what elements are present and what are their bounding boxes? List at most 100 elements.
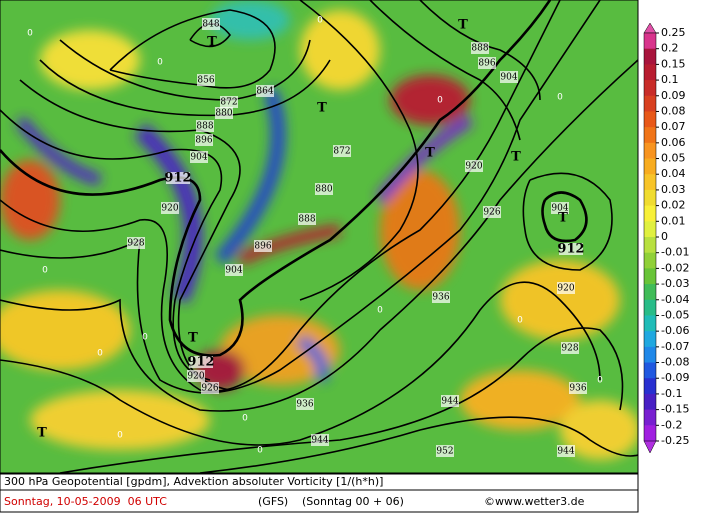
zero-label: 0 (242, 414, 248, 424)
colorbar-band (644, 425, 656, 442)
colorbar-band (644, 346, 656, 364)
colorbar-label: -0.25 (661, 434, 689, 447)
colorbar-label: -0.06 (661, 324, 689, 337)
contour-label: 926 (201, 384, 218, 394)
colorbar-label: -0.05 (661, 308, 689, 321)
low-marker: T (188, 331, 198, 346)
colorbar-band (644, 221, 656, 238)
colorbar-band (644, 95, 656, 112)
colorbar-band (644, 111, 656, 128)
colorbar-band (644, 409, 656, 426)
low-marker: T (425, 146, 435, 161)
low-marker: T (458, 18, 468, 33)
colorbar-label: -0.15 (661, 403, 689, 416)
zero-label: 0 (142, 333, 148, 343)
label-bg (296, 398, 314, 410)
contour-label: 936 (296, 400, 313, 410)
label-bg (311, 434, 329, 446)
colorbar-top-arrow (643, 22, 657, 34)
label-bg (190, 151, 208, 163)
label-bg (196, 120, 214, 132)
label-bg (254, 240, 272, 252)
low-marker: T (317, 101, 327, 116)
label-bg (557, 282, 575, 294)
colorbar-band (644, 299, 656, 316)
colorbar-band (644, 33, 656, 50)
contour-label: 920 (187, 372, 204, 382)
colorbar-label: 0.1 (661, 73, 679, 86)
zero-label: 0 (157, 58, 163, 68)
zero-label: 0 (597, 376, 603, 386)
colorbar-label: 0.09 (661, 89, 686, 102)
colorbar-label: -0.03 (661, 277, 689, 290)
footer-box (0, 473, 639, 513)
map-frame (0, 0, 639, 474)
label-bg (441, 395, 459, 407)
colorbar-label: 0.04 (661, 167, 686, 180)
contour-label: 904 (500, 73, 517, 83)
low-marker: T (558, 211, 568, 226)
label-bg (202, 18, 220, 30)
label-bg (215, 107, 233, 119)
footer-title: 300 hPa Geopotential [gpdm], Advektion a… (4, 475, 383, 488)
label-bg (187, 370, 205, 382)
low-marker: T (511, 150, 521, 165)
label-bg (189, 356, 213, 368)
contour-label: 936 (569, 384, 586, 394)
zero-label: 0 (317, 16, 323, 26)
contour-label: 872 (220, 98, 237, 108)
contour-label: 904 (225, 266, 242, 276)
contour-label: 926 (483, 208, 500, 218)
colorbar-label: 0.15 (661, 57, 686, 70)
label-bg (127, 237, 145, 249)
colorbar-band (644, 362, 656, 379)
colorbar-label: -0.07 (661, 340, 689, 353)
colorbar-band (644, 252, 656, 269)
label-bg (500, 71, 518, 83)
label-bg (551, 202, 569, 214)
label-bg (561, 342, 579, 354)
colorbar-band (644, 80, 656, 97)
zero-label: 0 (27, 29, 33, 39)
colorbar-band (644, 174, 656, 191)
contour-label: 920 (557, 284, 574, 294)
contour-label: 888 (471, 44, 488, 54)
label-bg (557, 445, 575, 457)
colorbar-band (644, 205, 656, 222)
contour-label: 936 (432, 293, 449, 303)
colorbar-band (644, 48, 656, 65)
label-bg (483, 206, 501, 218)
zero-label: 0 (257, 446, 263, 456)
contour-label: 944 (441, 397, 458, 407)
footer-run: (Sonntag 00 + 06) (302, 495, 404, 508)
footer-credit: ©www.wetter3.de (484, 495, 585, 508)
contour-label: 912 (164, 171, 191, 186)
low-marker: T (37, 426, 47, 441)
colorbar-label: 0.02 (661, 199, 686, 212)
label-bg (256, 85, 274, 97)
contour-label: 920 (161, 204, 178, 214)
colorbar-label: 0 (661, 230, 668, 243)
colorbar-band (644, 142, 656, 160)
contour-label: 944 (557, 447, 574, 457)
colorbar-band (644, 268, 656, 285)
footer-date: Sonntag, 10-05-2009 06 UTC (4, 495, 167, 508)
contour-label: 888 (196, 122, 213, 132)
colorbar-label: -0.01 (661, 246, 689, 259)
contour-label: 864 (256, 87, 273, 97)
colorbar-label: 0.2 (661, 42, 679, 55)
label-bg (166, 172, 190, 184)
contour-label: 856 (197, 76, 214, 86)
label-bg (559, 243, 583, 255)
contour-label: 928 (561, 344, 578, 354)
contour-label: 896 (195, 136, 212, 146)
contour-label: 952 (436, 447, 453, 457)
colorbar-band (644, 158, 656, 175)
contour-label: 912 (557, 242, 584, 257)
label-bg (161, 202, 179, 214)
label-bg (220, 96, 238, 108)
colorbar-label: 0.08 (661, 104, 686, 117)
colorbar-label: 0.06 (661, 136, 686, 149)
label-bg (465, 160, 483, 172)
